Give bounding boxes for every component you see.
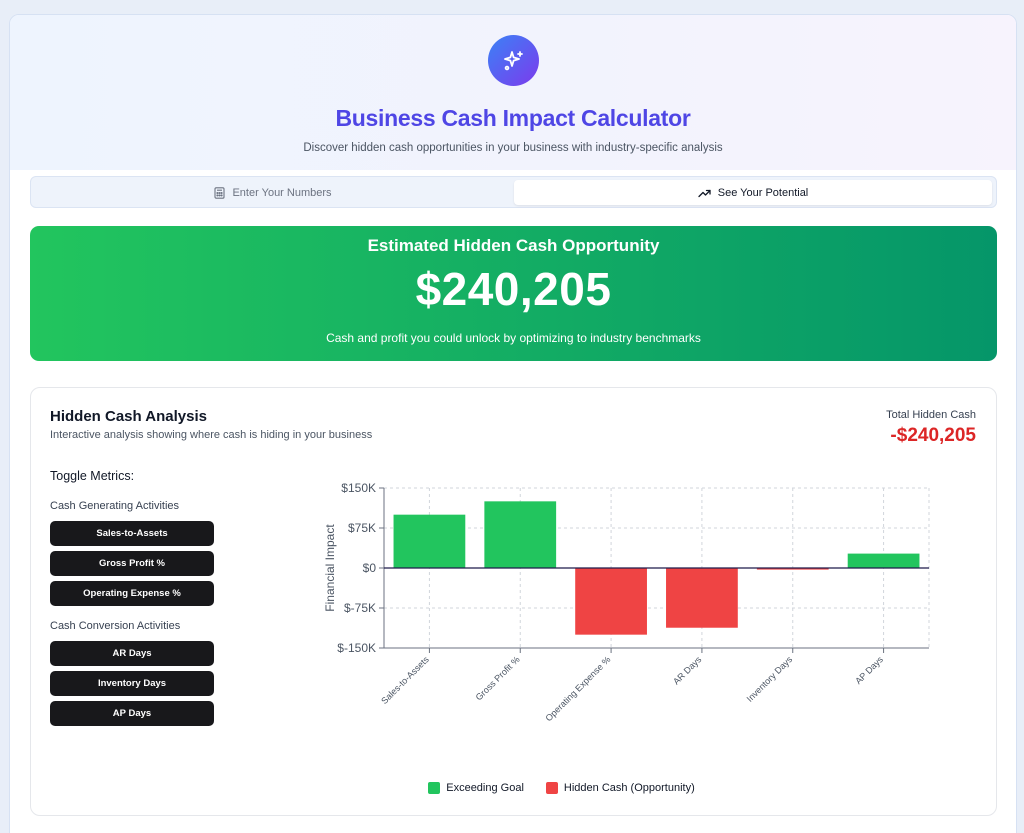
toggle-gross-profit[interactable]: Gross Profit % (50, 551, 214, 576)
calculator-icon (214, 186, 226, 199)
opportunity-banner: Estimated Hidden Cash Opportunity $240,2… (30, 226, 997, 361)
banner-note: Cash and profit you could unlock by opti… (326, 331, 701, 345)
analysis-subtitle: Interactive analysis showing where cash … (50, 429, 373, 441)
header-section: Business Cash Impact Calculator Discover… (10, 15, 1016, 170)
tab-bar: Enter Your Numbers See Your Potential (30, 176, 997, 208)
tab-enter-numbers[interactable]: Enter Your Numbers (34, 180, 512, 205)
group-title-cash-generating: Cash Generating Activities (50, 500, 180, 512)
tab-see-potential[interactable]: See Your Potential (514, 180, 992, 205)
legend-label: Hidden Cash (Opportunity) (563, 782, 695, 794)
group-title-cash-conversion: Cash Conversion Activities (50, 620, 181, 632)
page-subtitle: Discover hidden cash opportunities in yo… (303, 142, 723, 154)
bar-ar-days (666, 568, 738, 628)
legend-item-exceeding: Exceeding Goal (428, 782, 524, 794)
page-title: Business Cash Impact Calculator (335, 105, 691, 131)
bar-inventory-days (756, 568, 829, 570)
y-tick-label: $0 (363, 561, 377, 575)
x-tick-label: Operating Expense % (544, 654, 613, 723)
banner-title: Estimated Hidden Cash Opportunity (367, 236, 660, 255)
legend-item-hidden-cash: Hidden Cash (Opportunity) (545, 782, 695, 794)
sparkles-icon (488, 35, 539, 86)
x-tick-label: Sales-to-Assets (379, 654, 431, 706)
tab-label: Enter Your Numbers (232, 186, 332, 199)
bar-ap-days (847, 553, 920, 568)
x-tick-label: AR Days (671, 654, 704, 687)
analysis-title: Hidden Cash Analysis (50, 408, 207, 425)
y-tick-label: $-150K (337, 641, 376, 655)
x-tick-label: Gross Profit % (474, 654, 522, 702)
x-tick-label: Inventory Days (745, 654, 795, 704)
total-hidden-cash-value: -$240,205 (890, 425, 976, 446)
bar-sales-to-assets (393, 514, 466, 568)
toggle-metrics-title: Toggle Metrics: (50, 469, 135, 483)
trending-up-icon (698, 189, 711, 197)
legend-swatch (428, 782, 441, 794)
bar-gross-profit- (484, 501, 557, 568)
toggle-inventory-days[interactable]: Inventory Days (50, 671, 214, 696)
y-axis-label: Financial Impact (323, 524, 337, 612)
toggle-ap-days[interactable]: AP Days (50, 701, 214, 726)
y-tick-label: $150K (341, 481, 376, 495)
toggle-operating-expense[interactable]: Operating Expense % (50, 581, 214, 606)
y-tick-label: $75K (348, 521, 376, 535)
x-tick-label: AP Days (853, 654, 885, 686)
bar-operating-expense- (575, 568, 647, 635)
app-window: Business Cash Impact Calculator Discover… (9, 14, 1017, 833)
tab-label: See Your Potential (717, 186, 809, 199)
legend-label: Exceeding Goal (446, 782, 524, 794)
legend-swatch (545, 782, 558, 794)
chart-legend: Exceeding Goal Hidden Cash (Opportunity) (31, 782, 996, 794)
opportunity-amount: $240,205 (415, 263, 612, 315)
y-tick-label: $-75K (344, 601, 376, 615)
analysis-card: Hidden Cash Analysis Interactive analysi… (30, 387, 997, 816)
total-hidden-cash-label: Total Hidden Cash (886, 409, 976, 421)
toggle-sales-to-assets[interactable]: Sales-to-Assets (50, 521, 214, 546)
toggle-ar-days[interactable]: AR Days (50, 641, 214, 666)
